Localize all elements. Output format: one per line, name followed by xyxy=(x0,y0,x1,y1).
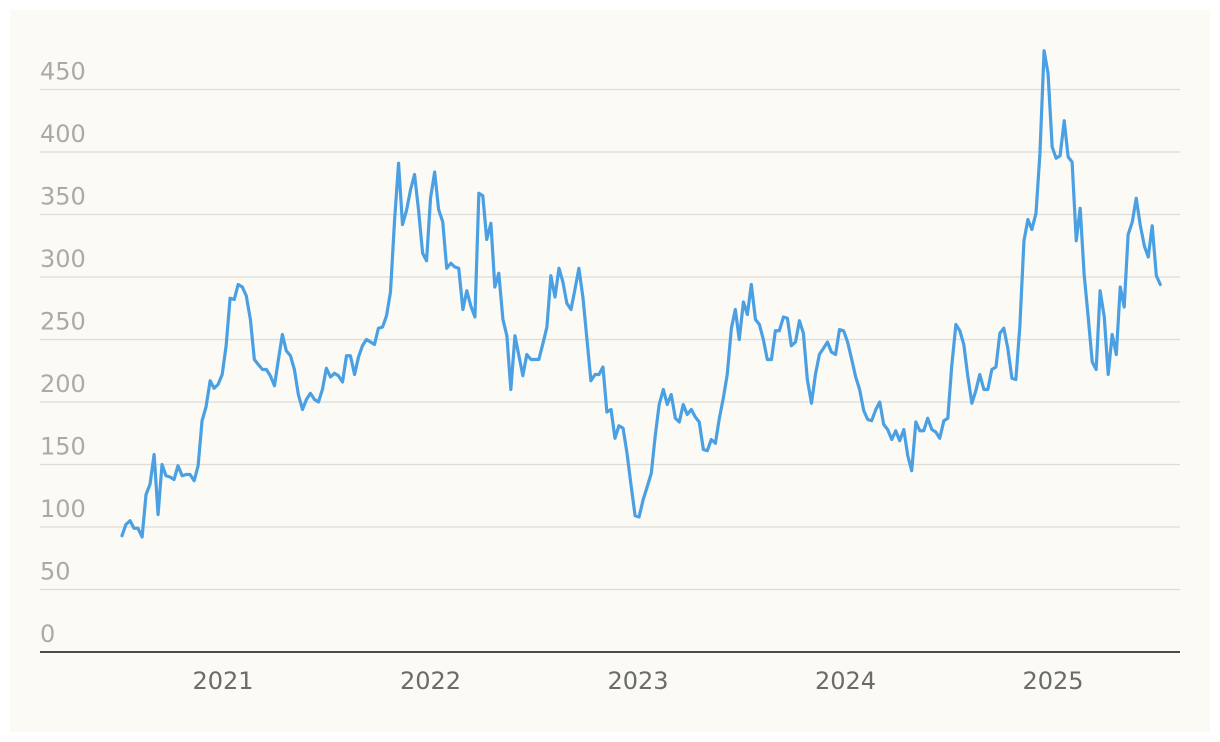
y-tick-label: 150 xyxy=(40,433,86,461)
y-tick-label: 450 xyxy=(40,58,86,86)
y-tick-label: 300 xyxy=(40,245,86,273)
x-tick-label: 2021 xyxy=(192,667,253,695)
x-tick-label: 2023 xyxy=(607,667,668,695)
y-tick-label: 0 xyxy=(40,620,55,648)
y-tick-label: 200 xyxy=(40,370,86,398)
x-tick-label: 2022 xyxy=(400,667,461,695)
y-tick-label: 250 xyxy=(40,308,86,336)
data-line xyxy=(120,49,1162,539)
y-tick-label: 350 xyxy=(40,183,86,211)
y-tick-label: 100 xyxy=(40,495,86,523)
x-tick-label: 2025 xyxy=(1022,667,1083,695)
y-tick-label: 400 xyxy=(40,120,86,148)
chart-background xyxy=(10,10,1210,732)
y-tick-label: 50 xyxy=(40,558,71,586)
x-tick-label: 2024 xyxy=(815,667,876,695)
